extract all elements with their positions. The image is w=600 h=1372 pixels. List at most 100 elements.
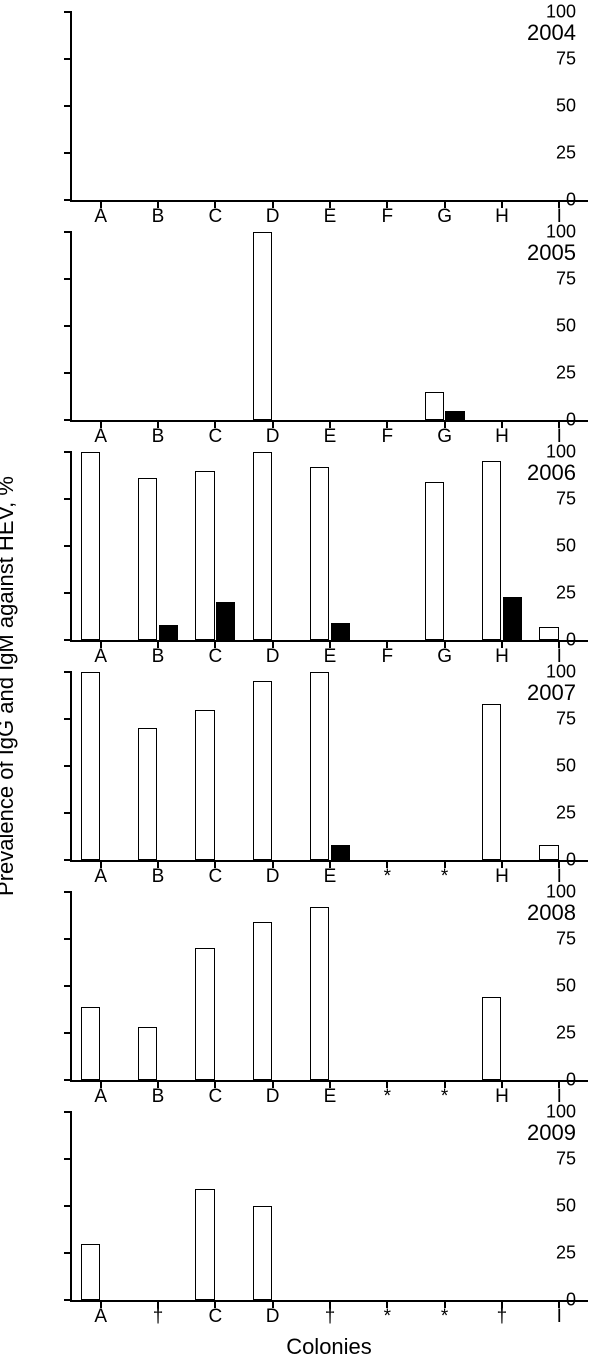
category: H (473, 232, 530, 420)
category: C (187, 12, 244, 200)
y-tick (64, 671, 72, 673)
y-tick (64, 58, 72, 60)
y-tick (64, 105, 72, 107)
x-tick-label: A (72, 1306, 129, 1328)
y-tick (64, 419, 72, 421)
x-tick-label: D (244, 866, 301, 888)
x-tick-label: D (244, 646, 301, 668)
x-tick-label: A (72, 646, 129, 668)
category: D (244, 12, 301, 200)
panels-container: 02550751002004ABCDEFGHI 02550751002005ABC… (70, 12, 588, 1302)
y-tick (64, 1299, 72, 1301)
x-tick-label: I (531, 1306, 588, 1328)
y-tick (64, 152, 72, 154)
bar-igg (138, 1027, 157, 1080)
category: H (473, 12, 530, 200)
x-tick-label: B (129, 646, 186, 668)
category: * (359, 1112, 416, 1300)
category: B (129, 452, 186, 640)
category: D (244, 232, 301, 420)
y-tick (64, 451, 72, 453)
y-tick (64, 1032, 72, 1034)
x-tick-label: C (187, 866, 244, 888)
category: B (129, 892, 186, 1080)
x-tick-label: F (359, 646, 416, 668)
category: C (187, 232, 244, 420)
bar-igg (539, 627, 558, 640)
y-tick (64, 231, 72, 233)
x-tick-label: B (129, 1086, 186, 1108)
x-tick-label: E (301, 206, 358, 228)
bar-igm (331, 845, 350, 860)
categories: ABCDEFGHI (72, 12, 588, 200)
panel-2004: 02550751002004ABCDEFGHI (70, 12, 588, 202)
bar-igm (159, 625, 178, 640)
bar-igg (310, 467, 329, 640)
category: B (129, 672, 186, 860)
bar-igg (253, 1206, 272, 1300)
x-tick-label: E (301, 866, 358, 888)
category: E (301, 672, 358, 860)
y-tick (64, 498, 72, 500)
x-tick-label: † (473, 1306, 530, 1328)
category: F (359, 232, 416, 420)
panel-2008: 02550751002008ABCDE**HI (70, 892, 588, 1082)
categories: ABCDE**HI (72, 672, 588, 860)
bar-igg (81, 1007, 100, 1080)
bar-igg (81, 1244, 100, 1300)
figure: Prevalence of IgG and IgM against HEV, %… (12, 12, 588, 1360)
category: † (473, 1112, 530, 1300)
categories: ABCDE**HI (72, 892, 588, 1080)
panel-2005: 02550751002005ABCDEFGHI (70, 232, 588, 422)
category: D (244, 1112, 301, 1300)
y-tick (64, 1252, 72, 1254)
category: A (72, 1112, 129, 1300)
x-tick-label: * (359, 1306, 416, 1328)
bar-igg (253, 232, 272, 420)
x-tick-label: C (187, 206, 244, 228)
bar-igg (425, 392, 444, 420)
bar-igg (253, 452, 272, 640)
x-tick-label: A (72, 426, 129, 448)
category: G (416, 452, 473, 640)
y-tick (64, 372, 72, 374)
category: H (473, 892, 530, 1080)
y-tick (64, 278, 72, 280)
category: I (531, 672, 588, 860)
category: * (416, 892, 473, 1080)
category: I (531, 12, 588, 200)
category: I (531, 892, 588, 1080)
x-tick-label: † (301, 1306, 358, 1328)
category: † (129, 1112, 186, 1300)
category: * (416, 1112, 473, 1300)
y-tick (64, 325, 72, 327)
x-tick-label: A (72, 206, 129, 228)
x-tick-label: * (359, 1086, 416, 1108)
x-tick-label: D (244, 206, 301, 228)
x-tick-label: H (473, 206, 530, 228)
category: I (531, 232, 588, 420)
bar-igg (482, 704, 501, 860)
x-tick-label: C (187, 1306, 244, 1328)
y-tick (64, 891, 72, 893)
y-tick (64, 812, 72, 814)
category: B (129, 12, 186, 200)
category: C (187, 892, 244, 1080)
category: A (72, 452, 129, 640)
category: G (416, 232, 473, 420)
x-tick-label: C (187, 426, 244, 448)
x-tick-label: * (416, 1086, 473, 1108)
x-axis-label: Colonies (70, 1334, 588, 1360)
x-tick-label: * (416, 1306, 473, 1328)
y-tick (64, 938, 72, 940)
panel-2006: 02550751002006ABCDEFGHI (70, 452, 588, 642)
category: C (187, 672, 244, 860)
panel-2009: 02550751002009A†CD†**†I (70, 1112, 588, 1302)
category: A (72, 12, 129, 200)
x-tick-label: G (416, 426, 473, 448)
category: A (72, 672, 129, 860)
category: E (301, 452, 358, 640)
x-tick-label: D (244, 1306, 301, 1328)
bar-igm (331, 623, 350, 640)
category: D (244, 892, 301, 1080)
